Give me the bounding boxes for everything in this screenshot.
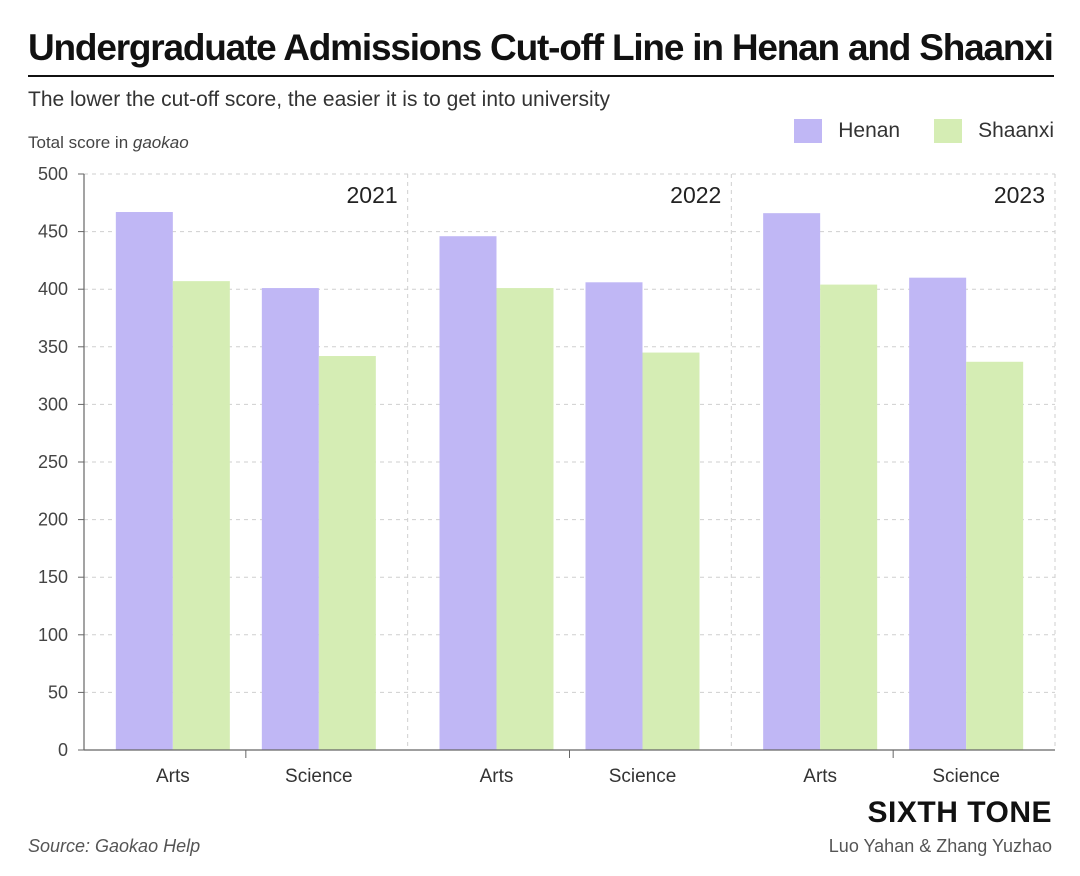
y-tick-label-450: 450 <box>38 222 68 242</box>
y-tick-label-400: 400 <box>38 279 68 299</box>
y-tick-label-350: 350 <box>38 337 68 357</box>
y-tick-label-500: 500 <box>38 164 68 184</box>
y-axis-label-prefix: Total score in <box>28 133 133 152</box>
bar-2021-science-henan <box>261 288 319 750</box>
bar-2021-science-shaanxi <box>318 356 376 750</box>
legend-item-shaanxi: Shaanxi <box>934 119 1054 143</box>
legend-item-henan: Henan <box>794 119 900 143</box>
group-label-2022: 2022 <box>670 182 721 208</box>
legend-swatch-shaanxi <box>934 119 963 143</box>
x-tick-label-2023-arts: Arts <box>803 766 837 787</box>
author-credit: Luo Yahan & Zhang Yuzhao <box>828 836 1052 856</box>
x-tick-label-2022-arts: Arts <box>480 766 514 787</box>
bar-2023-science-shaanxi <box>966 361 1024 750</box>
y-tick-label-100: 100 <box>38 625 68 645</box>
bar-2022-arts-henan <box>439 236 497 750</box>
y-tick-label-0: 0 <box>58 740 68 760</box>
bar-2022-science-henan <box>585 282 643 750</box>
y-tick-label-200: 200 <box>38 510 68 530</box>
brand-logo-text: SIXTH TONE <box>867 796 1052 829</box>
y-tick-label-250: 250 <box>38 452 68 472</box>
bar-2023-arts-shaanxi <box>820 284 878 750</box>
legend-swatch-henan <box>794 119 823 143</box>
y-axis-label-emphasis: gaokao <box>132 133 189 152</box>
legend-label-shaanxi: Shaanxi <box>978 119 1054 142</box>
group-label-2021: 2021 <box>346 182 397 208</box>
x-tick-label-2023-science: Science <box>932 766 1000 787</box>
y-tick-label-150: 150 <box>38 567 68 587</box>
bar-2023-arts-henan <box>763 213 821 751</box>
bar-2021-arts-shaanxi <box>172 281 230 750</box>
bar-2022-science-shaanxi <box>642 352 700 750</box>
y-axis-label: Total score in gaokao <box>28 133 189 153</box>
source-note: Source: Gaokao Help <box>28 836 201 856</box>
title-underline <box>28 75 1054 77</box>
x-tick-label-2021-science: Science <box>285 766 353 787</box>
y-tick-label-300: 300 <box>38 394 68 414</box>
bar-2021-arts-henan <box>115 212 173 751</box>
legend: Henan Shaanxi <box>794 119 1054 143</box>
x-tick-label-2022-science: Science <box>609 766 677 787</box>
x-tick-label-2021-arts: Arts <box>156 766 190 787</box>
bar-2022-arts-shaanxi <box>496 288 554 750</box>
legend-label-henan: Henan <box>838 119 901 142</box>
chart-subtitle: The lower the cut-off score, the easier … <box>28 88 611 111</box>
bar-2023-science-henan <box>909 277 967 750</box>
y-tick-label-50: 50 <box>48 682 68 702</box>
group-label-2023: 2023 <box>994 182 1045 208</box>
chart-title: Undergraduate Admissions Cut-off Line in… <box>28 27 1054 68</box>
